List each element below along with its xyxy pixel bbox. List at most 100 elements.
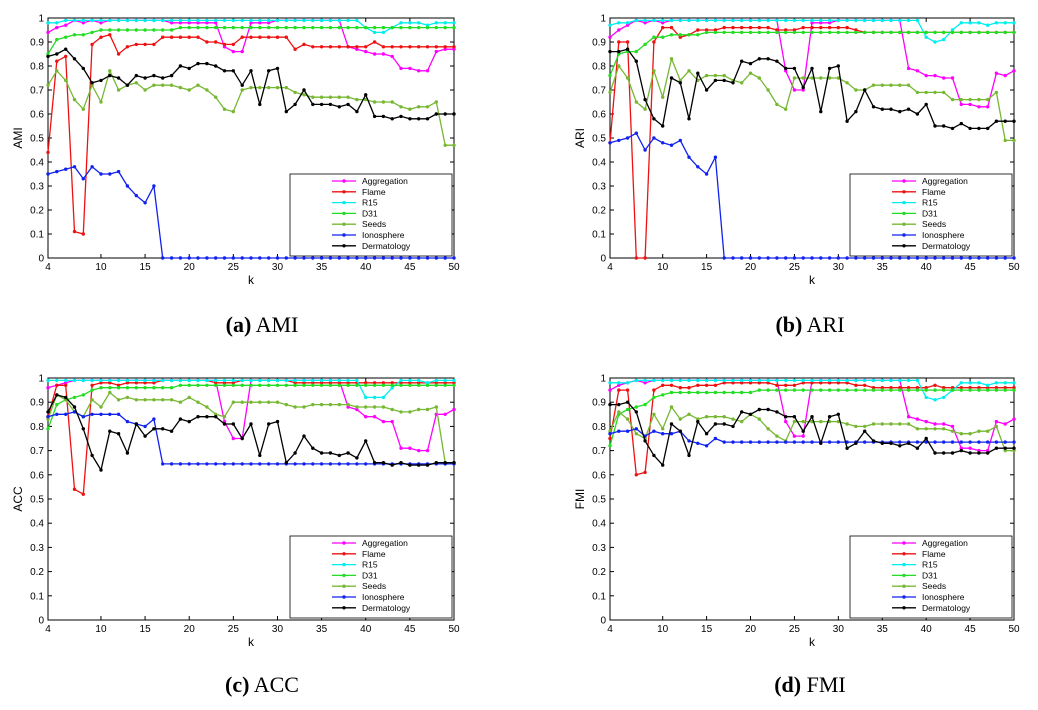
- data-point: [968, 446, 972, 450]
- data-point: [355, 383, 359, 387]
- data-point: [950, 30, 955, 35]
- data-point: [240, 18, 244, 23]
- data-point: [178, 25, 183, 30]
- data-point: [205, 21, 209, 25]
- data-point: [249, 400, 253, 404]
- data-point: [63, 381, 68, 385]
- data-point: [452, 45, 456, 49]
- y-tick-label: 0.4: [592, 158, 606, 169]
- data-point: [915, 30, 920, 35]
- data-point: [81, 21, 86, 25]
- data-point: [775, 59, 779, 63]
- data-point: [240, 88, 244, 92]
- data-point: [55, 412, 59, 416]
- data-point: [125, 184, 130, 188]
- data-point: [293, 462, 297, 466]
- x-tick-label: 45: [965, 624, 977, 635]
- data-point: [836, 419, 840, 424]
- data-point: [187, 66, 191, 71]
- data-point: [643, 256, 647, 260]
- data-point: [205, 61, 209, 66]
- data-point: [169, 462, 174, 466]
- data-point: [1012, 386, 1016, 390]
- data-point: [81, 492, 86, 496]
- series-d31: [608, 388, 1016, 448]
- legend-entry: Flame: [362, 549, 386, 559]
- data-point: [608, 429, 612, 433]
- data-point: [205, 256, 209, 260]
- data-point: [452, 407, 456, 412]
- data-point: [284, 18, 288, 23]
- data-point: [390, 117, 394, 121]
- data-point: [72, 405, 77, 409]
- data-point: [381, 419, 386, 424]
- data-point: [196, 35, 200, 39]
- data-point: [775, 440, 779, 444]
- legend: AggregationFlameR15D31SeedsIonosphereDer…: [289, 535, 453, 619]
- data-point: [757, 378, 761, 383]
- data-point: [249, 422, 253, 426]
- y-tick-label: 0.1: [592, 230, 606, 241]
- data-point: [328, 18, 333, 23]
- data-point: [731, 25, 735, 30]
- legend-marker: [902, 573, 906, 578]
- data-point: [311, 383, 315, 387]
- data-point: [187, 88, 191, 92]
- data-point: [617, 64, 621, 68]
- legend-marker: [902, 190, 906, 194]
- chart-ari: 0 0.1 0.2 0.3 0.4 0.5 0.6 0.7 0.8 0.9 1 4 10 15 20 25 30…: [573, 14, 1020, 288]
- data-point: [372, 40, 377, 44]
- data-point: [801, 419, 805, 424]
- data-point: [678, 390, 682, 395]
- data-point: [634, 18, 638, 23]
- data-point: [372, 52, 377, 56]
- data-point: [196, 18, 200, 23]
- data-point: [267, 25, 271, 30]
- data-point: [617, 21, 621, 25]
- x-tick-label: 10: [657, 624, 669, 635]
- data-point: [187, 378, 191, 383]
- data-point: [792, 434, 797, 438]
- data-point: [625, 417, 630, 421]
- legend-marker: [902, 222, 906, 226]
- data-point: [381, 461, 386, 465]
- x-tick-label: 15: [140, 624, 152, 635]
- data-point: [757, 18, 761, 23]
- data-point: [355, 18, 359, 23]
- data-point: [617, 383, 621, 387]
- data-point: [364, 97, 368, 102]
- x-tick-label: 20: [745, 624, 757, 635]
- data-point: [311, 18, 315, 23]
- x-tick-label: 35: [877, 262, 889, 273]
- data-point: [1012, 381, 1016, 385]
- data-point: [704, 390, 709, 395]
- data-point: [757, 256, 761, 260]
- data-point: [214, 256, 218, 260]
- data-point: [863, 30, 867, 35]
- data-point: [994, 90, 999, 95]
- data-point: [959, 121, 963, 126]
- data-point: [231, 400, 235, 404]
- data-point: [669, 432, 674, 436]
- data-point: [792, 18, 797, 23]
- data-point: [284, 383, 288, 387]
- data-point: [178, 462, 183, 466]
- data-point: [116, 432, 121, 436]
- data-point: [898, 386, 902, 390]
- data-point: [766, 427, 770, 431]
- data-point: [364, 462, 368, 466]
- data-point: [819, 21, 823, 25]
- data-point: [205, 462, 209, 466]
- data-point: [408, 66, 412, 71]
- data-point: [390, 407, 394, 412]
- legend-entry: D31: [362, 570, 378, 580]
- data-point: [346, 378, 350, 383]
- data-point: [625, 40, 630, 44]
- data-point: [328, 45, 333, 49]
- data-point: [399, 461, 403, 465]
- data-point: [337, 25, 341, 30]
- data-point: [240, 83, 244, 87]
- data-point: [108, 73, 112, 78]
- data-point: [434, 49, 438, 54]
- data-point: [302, 378, 306, 383]
